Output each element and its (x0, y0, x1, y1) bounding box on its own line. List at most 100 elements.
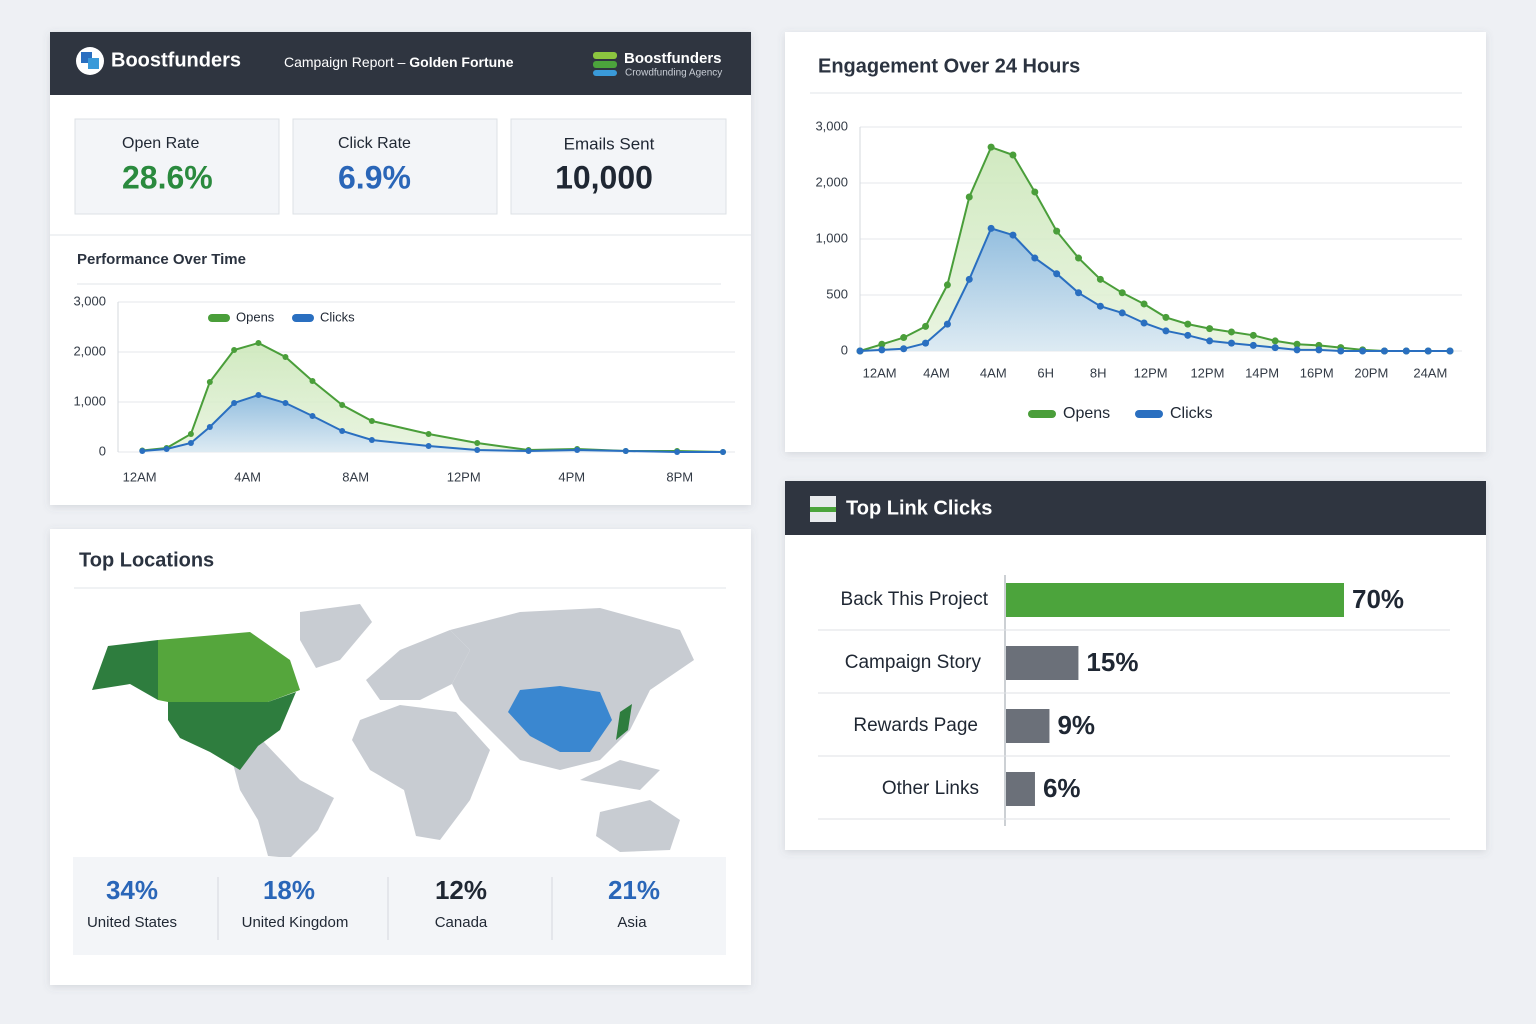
world-map (92, 604, 694, 858)
x-tick-label: 20PM (1354, 365, 1388, 380)
data-point (474, 440, 481, 446)
data-point (878, 340, 886, 348)
data-point (187, 440, 194, 446)
data-point (309, 378, 316, 384)
report-label: Campaign Report – Golden Fortune (284, 54, 514, 70)
data-point (1075, 289, 1083, 297)
data-point (187, 431, 194, 437)
location-name: Asia (617, 914, 647, 931)
data-point (139, 448, 146, 454)
data-point (1206, 325, 1214, 333)
data-point (1424, 347, 1432, 355)
data-point (1227, 328, 1235, 336)
chart-title: Engagement Over 24 Hours (818, 55, 1080, 77)
bar-category: Back This Project (841, 589, 989, 610)
data-point (1293, 340, 1301, 348)
data-point (987, 143, 995, 151)
data-point (943, 320, 951, 328)
brand-name: Boostfunders (111, 49, 241, 71)
data-point (206, 379, 213, 385)
data-point (987, 224, 995, 232)
data-point (339, 402, 346, 408)
australia (596, 800, 680, 852)
agency-tagline: Crowdfunding Agency (625, 68, 722, 79)
data-point (206, 424, 213, 430)
data-point (368, 418, 375, 424)
united-states (168, 692, 296, 770)
report-panel (50, 32, 751, 505)
data-point (231, 400, 238, 406)
data-point (878, 346, 886, 354)
data-point (1402, 347, 1410, 355)
kpi-value: 28.6% (122, 159, 213, 195)
data-point (1118, 309, 1126, 317)
x-tick-label: 8AM (342, 469, 369, 484)
x-tick-label: 14PM (1245, 365, 1279, 380)
series-area (860, 228, 1450, 351)
links-panel (785, 481, 1486, 850)
data-point (282, 400, 289, 406)
brand-logo-mark (88, 58, 99, 69)
data-point (574, 447, 581, 453)
data-point (856, 347, 864, 355)
legend-label: Opens (236, 309, 275, 324)
islands (580, 760, 660, 790)
data-point (1053, 227, 1061, 235)
data-point (674, 449, 681, 455)
x-tick-label: 4AM (980, 365, 1007, 380)
x-tick-label: 8H (1090, 365, 1107, 380)
kpi-label: Click Rate (338, 135, 411, 152)
data-point (1096, 302, 1104, 310)
data-point (282, 354, 289, 360)
data-point (1293, 346, 1301, 354)
location-name: Canada (435, 914, 488, 931)
y-tick-label: 0 (99, 443, 106, 458)
data-point (1009, 231, 1017, 239)
kpi-label: Open Rate (122, 135, 199, 152)
data-point (1249, 331, 1257, 339)
report-header (50, 32, 751, 95)
brand-logo-mark (81, 52, 92, 63)
data-point (1053, 270, 1061, 278)
data-point (1315, 346, 1323, 354)
data-point (163, 446, 170, 452)
location-name: United Kingdom (242, 914, 349, 931)
data-point (1227, 339, 1235, 347)
legend-swatch (208, 314, 230, 322)
africa (352, 705, 490, 840)
europe (366, 630, 470, 700)
links-icon (810, 507, 836, 512)
report-label-text: Campaign Report – (284, 54, 406, 70)
greenland (300, 604, 372, 668)
data-point (1140, 300, 1148, 308)
data-point (309, 413, 316, 419)
x-tick-label: 4PM (558, 469, 585, 484)
data-point (425, 443, 432, 449)
data-point (1359, 347, 1367, 355)
bar-category: Campaign Story (845, 652, 982, 673)
data-point (1206, 337, 1214, 345)
bar-value-label: 9% (1057, 710, 1095, 740)
data-point (1446, 347, 1454, 355)
data-point (720, 449, 726, 455)
x-tick-label: 4AM (234, 469, 261, 484)
bar-category: Rewards Page (853, 715, 978, 736)
data-point (1075, 254, 1083, 262)
data-point (1031, 254, 1039, 262)
alaska (92, 640, 158, 700)
data-point (368, 437, 375, 443)
data-point (1162, 327, 1170, 335)
canada (158, 632, 300, 702)
data-point (425, 431, 432, 437)
data-point (1271, 344, 1279, 352)
engagement-panel (785, 32, 1486, 452)
kpi-value: 6.9% (338, 159, 411, 195)
agency-name: Boostfunders (624, 50, 722, 67)
data-point (231, 347, 238, 353)
data-point (1184, 331, 1192, 339)
kpi-value: 10,000 (555, 159, 653, 195)
data-point (965, 193, 973, 201)
agency-logo (593, 52, 617, 59)
legend-label: Clicks (1170, 405, 1213, 422)
